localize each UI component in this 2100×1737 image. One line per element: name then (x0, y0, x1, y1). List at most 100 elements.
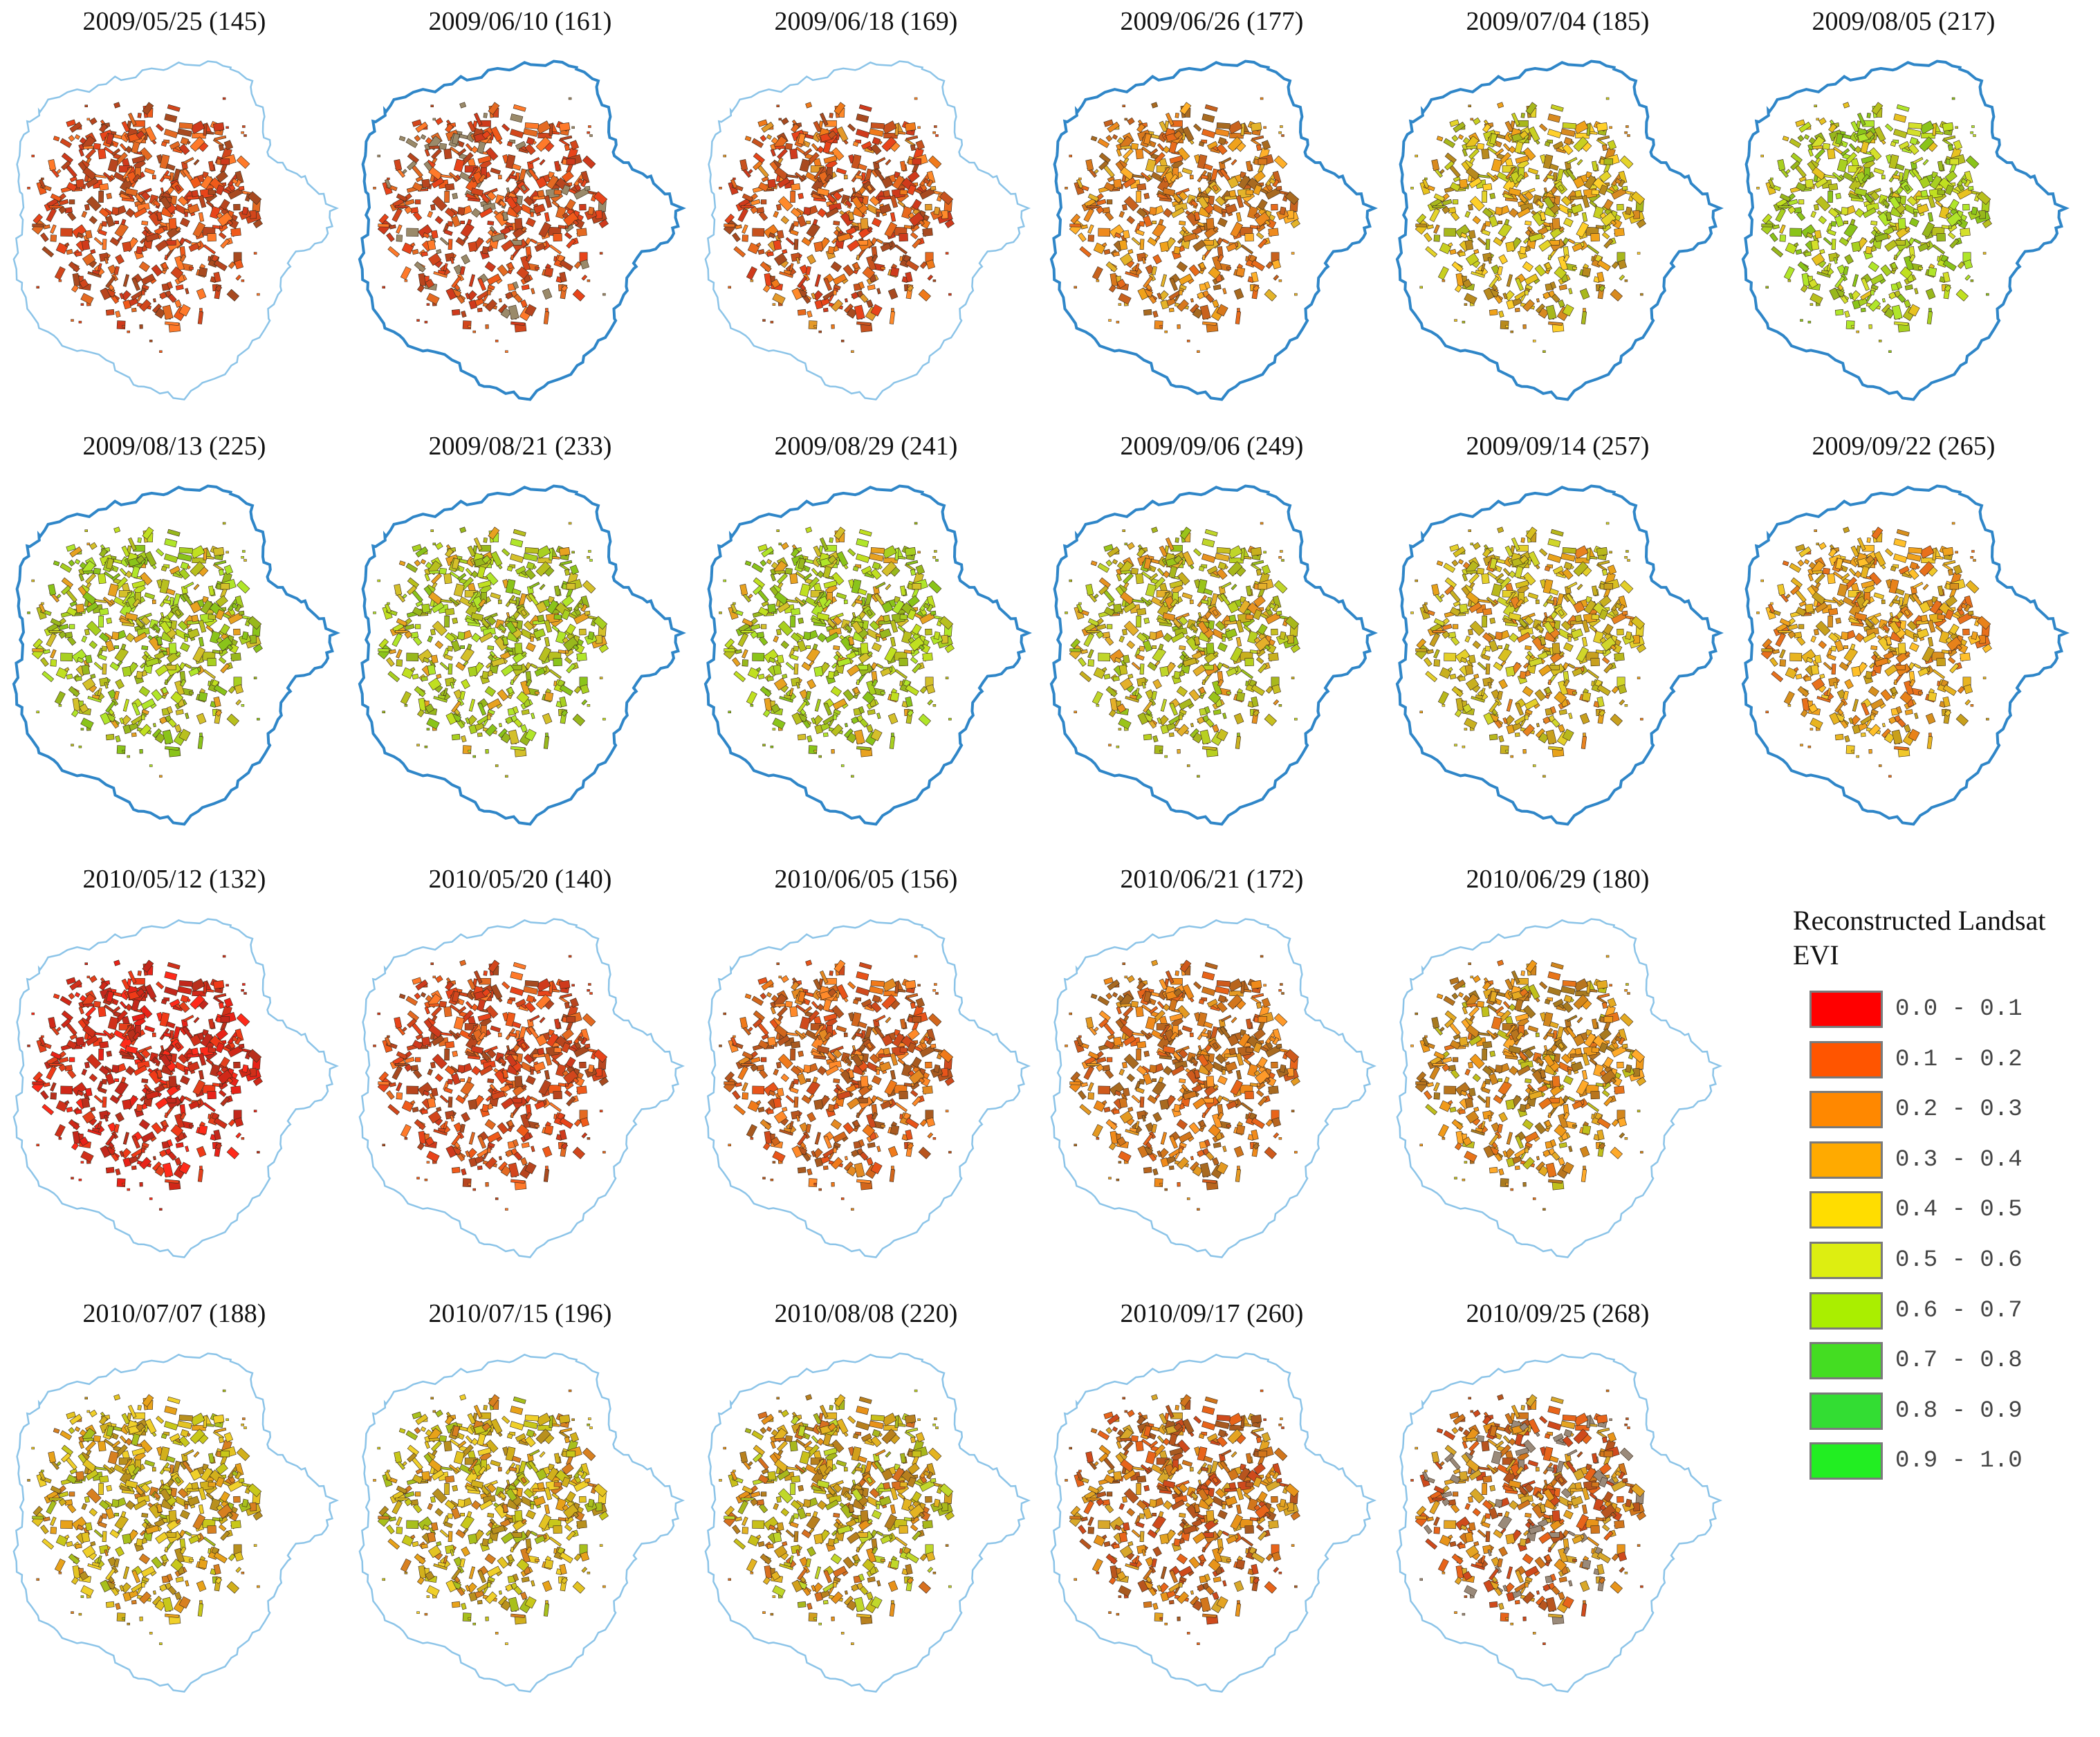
panel-date-label: 2010/07/15 (196) (428, 1299, 612, 1328)
legend-range-label: 0.7 - 0.8 (1895, 1348, 2023, 1375)
map-panel: 2009/05/25 (145) (1, 3, 347, 418)
field-parcels (1410, 1389, 1646, 1645)
watershed-boundary (1396, 918, 1723, 1258)
watershed-boundary (358, 59, 686, 401)
map-panel: 2009/06/10 (161) (347, 3, 693, 418)
map-panel: 2010/09/25 (268) (1385, 1295, 1731, 1710)
panel-date-label: 2009/08/05 (217) (1812, 7, 1996, 36)
field-parcels (719, 955, 955, 1211)
legend-swatch (1809, 1040, 1883, 1078)
map-panel: 2009/08/29 (241) (693, 428, 1039, 843)
field-parcels (1065, 955, 1300, 1211)
evi-map (1741, 484, 2070, 826)
evi-map (12, 1352, 340, 1693)
evi-map (1049, 59, 1378, 401)
panel-date-label: 2010/06/29 (180) (1466, 865, 1650, 894)
watershed-boundary (703, 484, 1032, 826)
watershed-boundary (1741, 484, 2070, 826)
legend-range-label: 0.4 - 0.5 (1895, 1197, 2023, 1224)
legend-range-label: 0.2 - 0.3 (1895, 1096, 2023, 1123)
panel-date-label: 2009/09/14 (257) (1466, 432, 1650, 461)
watershed-boundary (1395, 484, 1724, 826)
field-parcels (1756, 522, 1992, 778)
map-panel: 2010/07/15 (196) (347, 1295, 693, 1710)
legend-range-label: 0.3 - 0.4 (1895, 1146, 2023, 1173)
panel-date-label: 2009/07/04 (185) (1466, 7, 1650, 36)
field-parcels (373, 955, 609, 1211)
legend-swatch (1809, 1342, 1883, 1380)
field-parcels (27, 97, 263, 353)
legend-swatch (1809, 1091, 1883, 1129)
evi-map (704, 918, 1031, 1258)
field-parcels (1410, 97, 1646, 353)
watershed-boundary (358, 1352, 685, 1693)
legend-swatch (1809, 1241, 1883, 1279)
field-parcels (1065, 522, 1300, 778)
field-parcels (1065, 1389, 1300, 1645)
field-parcels (27, 522, 263, 778)
field-parcels (373, 97, 609, 353)
panel-date-label: 2010/07/07 (188) (82, 1299, 266, 1328)
evi-map (12, 918, 340, 1258)
watershed-boundary (1396, 1352, 1723, 1693)
legend-swatch (1809, 1141, 1883, 1179)
field-parcels (373, 522, 609, 778)
panel-date-label: 2009/09/22 (265) (1812, 432, 1996, 461)
map-panel: 2009/08/21 (233) (347, 428, 693, 843)
watershed-boundary (12, 1352, 340, 1693)
legend-swatch (1809, 991, 1883, 1028)
watershed-boundary (1395, 59, 1724, 401)
watershed-boundary (1049, 59, 1378, 401)
evi-map (1741, 59, 2070, 401)
evi-map (358, 918, 685, 1258)
evi-map (704, 1352, 1031, 1693)
map-panel: 2010/08/08 (220) (693, 1295, 1039, 1710)
evi-legend: Reconstructed Landsat EVI 0.0 - 0.1 0.1 … (1793, 903, 2097, 1485)
evi-map (358, 1352, 685, 1693)
field-parcels (1065, 97, 1300, 353)
legend-swatch (1809, 1442, 1883, 1480)
watershed-boundary (704, 918, 1031, 1258)
panel-date-label: 2009/06/18 (169) (774, 7, 958, 36)
watershed-boundary (1050, 1352, 1377, 1693)
field-parcels (1410, 522, 1646, 778)
panel-date-label: 2009/06/26 (177) (1120, 7, 1304, 36)
legend-range-label: 0.6 - 0.7 (1895, 1297, 2023, 1324)
watershed-boundary (1050, 918, 1377, 1258)
map-panel: 2010/06/21 (172) (1039, 861, 1385, 1276)
map-panel: 2009/06/26 (177) (1039, 3, 1385, 418)
map-panel: 2010/06/05 (156) (693, 861, 1039, 1276)
legend-title-line1: Reconstructed Landsat (1793, 905, 2046, 936)
panel-date-label: 2010/09/17 (260) (1120, 1299, 1304, 1328)
panel-date-label: 2010/09/25 (268) (1466, 1299, 1650, 1328)
panel-date-label: 2010/06/05 (156) (774, 865, 958, 894)
field-parcels (27, 1389, 263, 1645)
panel-date-label: 2009/05/25 (145) (82, 7, 266, 36)
watershed-boundary (12, 484, 340, 826)
evi-map (703, 484, 1032, 826)
panel-date-label: 2009/08/21 (233) (428, 432, 612, 461)
evi-map (12, 60, 340, 401)
evi-map (704, 60, 1031, 401)
map-panel: 2009/09/14 (257) (1385, 428, 1731, 843)
map-panel: 2009/08/05 (217) (1731, 3, 2076, 418)
evi-map (1396, 918, 1723, 1258)
evi-map (1396, 1352, 1723, 1693)
evi-map (1395, 59, 1724, 401)
field-parcels (719, 522, 955, 778)
legend-range-label: 0.9 - 1.0 (1895, 1448, 2023, 1475)
panel-date-label: 2010/08/08 (220) (774, 1299, 958, 1328)
watershed-boundary (12, 918, 340, 1258)
watershed-boundary (358, 484, 686, 826)
legend-swatch (1809, 1392, 1883, 1430)
panel-date-label: 2010/05/12 (132) (82, 865, 266, 894)
map-panel: 2010/05/12 (132) (1, 861, 347, 1276)
legend-range-label: 0.1 - 0.2 (1895, 1046, 2023, 1073)
panel-date-label: 2010/05/20 (140) (428, 865, 612, 894)
panel-date-label: 2009/08/29 (241) (774, 432, 958, 461)
panel-date-label: 2009/09/06 (249) (1120, 432, 1304, 461)
field-parcels (719, 97, 955, 353)
legend-range-label: 0.5 - 0.6 (1895, 1247, 2023, 1274)
legend-swatch (1809, 1292, 1883, 1330)
